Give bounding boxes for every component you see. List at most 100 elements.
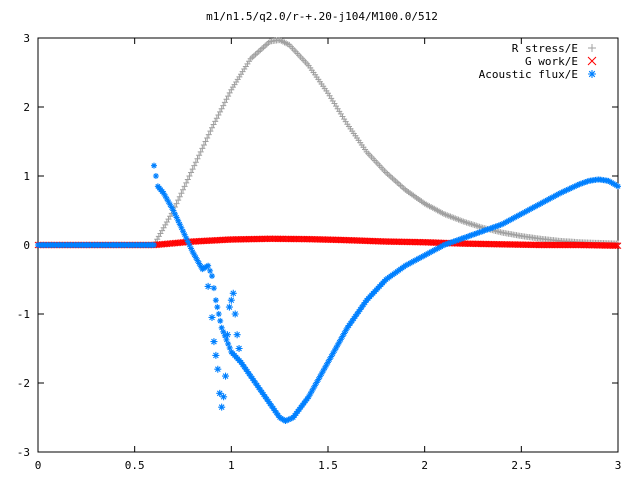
data-point: [226, 344, 233, 351]
data-point: [192, 159, 199, 166]
data-point: [382, 238, 390, 245]
data-point: [282, 235, 290, 243]
data-point: [204, 135, 211, 142]
data-point: [287, 235, 295, 243]
data-point: [577, 241, 585, 249]
data-point: [188, 245, 195, 252]
data-point: [218, 403, 226, 411]
data-point: [492, 240, 499, 248]
data-point: [561, 241, 569, 249]
data-point: [481, 227, 488, 234]
data-point: [271, 235, 279, 243]
data-point: [472, 240, 480, 248]
data-point: [478, 228, 485, 235]
data-point: [234, 236, 242, 243]
data-point: [235, 345, 243, 352]
data-point: [537, 241, 545, 249]
data-point: [284, 417, 291, 424]
data-point: [223, 331, 231, 339]
data-point: [265, 235, 272, 243]
data-point: [256, 235, 264, 243]
data-point: [558, 241, 565, 249]
x-tick-label: 0.5: [125, 459, 145, 472]
data-point: [519, 241, 527, 249]
data-point: [178, 224, 185, 231]
data-point: [485, 240, 493, 248]
data-point: [469, 240, 477, 248]
data-point: [229, 289, 237, 297]
data-point: [210, 121, 217, 128]
data-point: [173, 214, 180, 221]
data-point: [476, 229, 483, 236]
data-point: [579, 241, 586, 249]
legend-marker: [588, 44, 596, 52]
data-point: [395, 238, 403, 246]
data-point: [205, 131, 212, 138]
data-point: [245, 235, 253, 243]
data-point: [199, 145, 206, 152]
data-point: [571, 183, 578, 190]
data-point: [167, 201, 174, 208]
data-point: [526, 241, 533, 249]
data-point: [498, 240, 506, 248]
data-point: [231, 236, 238, 243]
data-point: [252, 235, 259, 243]
data-point: [220, 102, 227, 109]
data-point: [223, 336, 230, 343]
x-tick-label: 2: [421, 459, 428, 472]
data-point: [588, 241, 596, 249]
data-point: [468, 240, 475, 248]
data-point: [276, 235, 284, 243]
data-point: [551, 241, 559, 249]
data-point: [493, 240, 501, 248]
data-point: [581, 179, 588, 186]
series-0: [151, 37, 621, 248]
data-point: [482, 227, 489, 234]
data-point: [508, 241, 516, 248]
legend-label: G work/E: [525, 55, 578, 68]
data-point: [240, 235, 248, 243]
data-point: [550, 241, 557, 249]
data-point: [258, 235, 266, 243]
data-point: [584, 241, 591, 249]
data-point: [212, 297, 219, 304]
data-point: [403, 238, 411, 246]
data-point: [290, 235, 298, 243]
data-point: [557, 190, 563, 197]
data-point: [215, 311, 222, 317]
data-point: [458, 235, 465, 242]
data-point: [196, 152, 203, 159]
data-point: [310, 385, 317, 392]
data-point: [217, 317, 224, 324]
data-point: [318, 370, 325, 377]
data-point: [509, 241, 517, 248]
data-point: [444, 240, 451, 247]
data-point: [221, 99, 228, 106]
data-point: [615, 183, 621, 190]
data-point: [321, 365, 328, 372]
data-point: [207, 128, 214, 135]
legend-marker: [588, 70, 596, 78]
data-point: [320, 367, 327, 374]
data-point: [268, 235, 275, 243]
x-tick-label: 2.5: [511, 459, 531, 472]
data-point: [197, 263, 204, 270]
data-point: [218, 105, 225, 112]
x-tick-label: 0: [35, 459, 42, 472]
data-point: [214, 365, 222, 373]
data-point: [564, 241, 572, 249]
data-point: [414, 238, 422, 246]
data-point: [542, 241, 549, 249]
data-point: [546, 241, 554, 249]
data-point: [162, 193, 169, 200]
data-point: [229, 236, 237, 243]
data-point: [408, 238, 416, 246]
data-point: [413, 238, 420, 246]
data-point: [305, 393, 312, 400]
data-point: [566, 241, 574, 249]
data-point: [175, 197, 182, 204]
data-point: [582, 178, 589, 185]
data-point: [282, 417, 289, 424]
data-point: [287, 415, 294, 422]
